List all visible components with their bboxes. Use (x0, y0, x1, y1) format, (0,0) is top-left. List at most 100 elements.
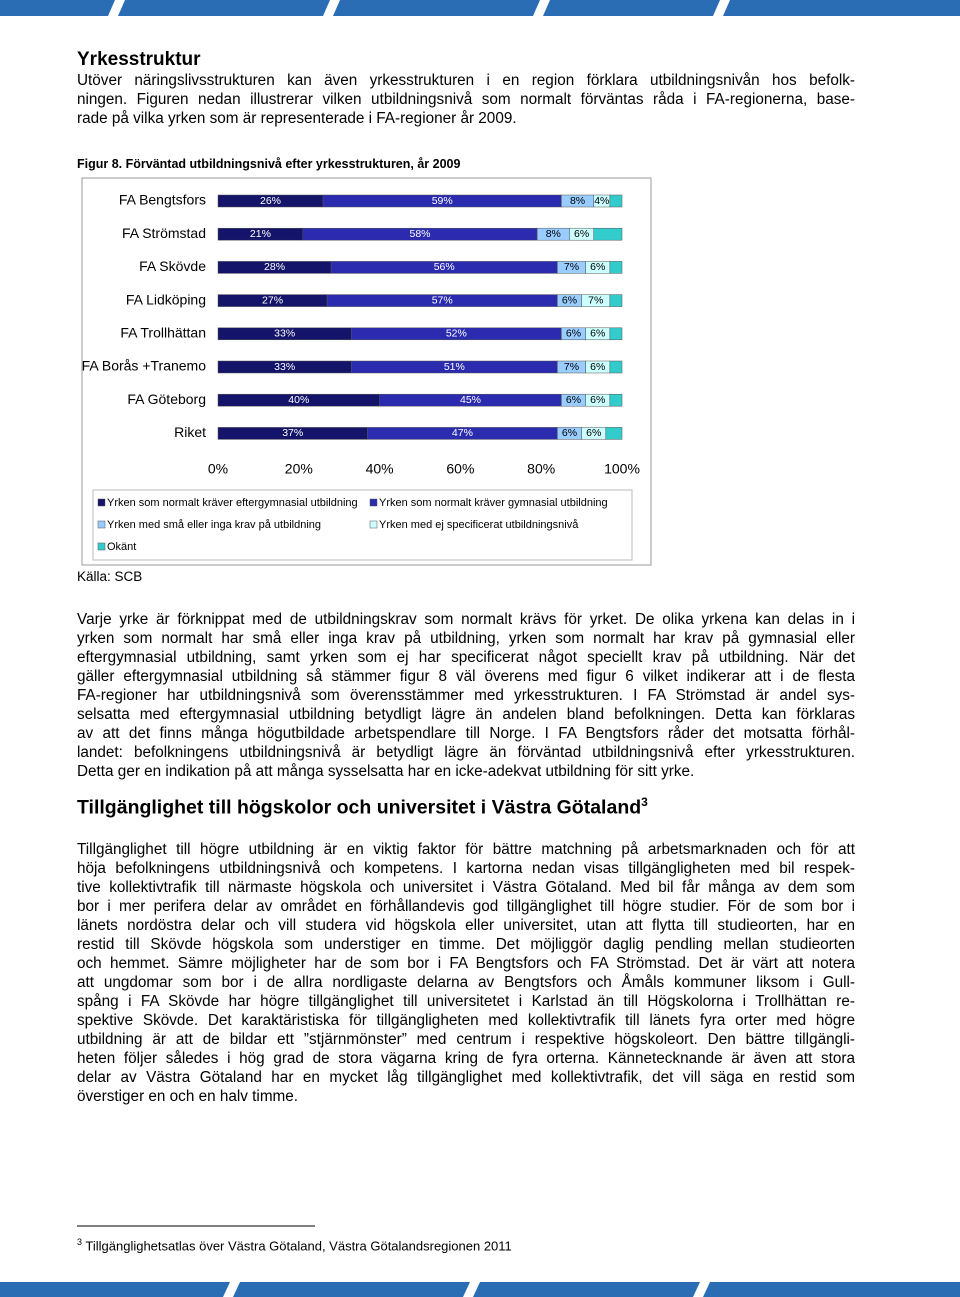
value-label: 6% (586, 427, 601, 439)
x-tick-label: 100% (604, 461, 640, 477)
x-tick-label: 60% (446, 461, 474, 477)
value-label: 56% (434, 261, 455, 273)
value-label: 45% (460, 394, 481, 406)
top-band (0, 0, 960, 16)
legend-swatch (369, 520, 378, 529)
bottom-band (0, 1282, 960, 1297)
value-label: 40% (288, 394, 309, 406)
value-label: 59% (432, 195, 453, 207)
legend-label: Yrken med små eller inga krav på utbildn… (107, 519, 321, 531)
body-line: restid till Skövde högskola som understi… (77, 936, 855, 953)
legend-frame (92, 489, 633, 561)
value-label: 57% (432, 294, 453, 306)
x-tick-label: 80% (527, 461, 555, 477)
x-tick-label: 20% (285, 461, 313, 477)
x-tick-label: 0% (208, 461, 228, 477)
body-line: spång i FA Skövde har högre tillgängligh… (77, 993, 855, 1010)
value-label: 58% (409, 228, 430, 240)
body-line: länets nordöstra delar och vill studera … (77, 917, 855, 934)
value-label: 33% (274, 328, 295, 340)
chart: 0% 20% 40% 60% 80% 100% FA Bengtsfors 26% 59% 8% 4… (82, 192, 640, 553)
footnote-ref: 3 (77, 1237, 83, 1247)
value-label: 4% (594, 195, 609, 207)
value-label: 8% (546, 228, 561, 240)
body-line: av att det finns många högutbildade arbe… (77, 725, 855, 742)
category-label: FA Göteborg (127, 391, 206, 407)
bar-segment (609, 360, 623, 374)
footnote: 3 Tillgänglighetsatlas över Västra Götal… (77, 1237, 512, 1253)
legend-swatch (369, 498, 378, 507)
figure-source: Källa: SCB (77, 569, 143, 584)
intro-line: Utöver näringslivsstrukturen kan även yr… (77, 72, 855, 89)
body-line: höja befolkningens utbildningsnivå och k… (77, 860, 855, 877)
value-label: 8% (570, 195, 585, 207)
body-line: Varje yrke är förknippat med de utbildni… (77, 611, 855, 628)
section-title: Yrkesstruktur (77, 49, 201, 70)
legend-swatch (97, 520, 106, 529)
category-label: FA Lidköping (126, 291, 206, 307)
body-line: överstiger en och en halv timme. (77, 1088, 299, 1105)
legend-label: Yrken med ej specificerat utbildningsniv… (379, 519, 579, 531)
body-line: FA-regioner har utbildningsnivå som över… (77, 687, 855, 704)
legend-label: Yrken som normalt kräver gymnasial utbil… (379, 497, 608, 509)
legend-label: Okänt (107, 541, 136, 553)
category-label: FA Borås +Tranemo (82, 358, 207, 374)
body-line: Tillgänglighet till högre utbildning är … (77, 841, 855, 858)
body-line: tive kollektivtrafik till närmaste högsk… (77, 879, 855, 896)
value-label: 27% (262, 294, 283, 306)
bar-segment (609, 294, 623, 307)
bar-segment (593, 227, 623, 241)
value-label: 6% (590, 328, 605, 340)
body-line: Detta ger en indikation på att många sys… (77, 763, 695, 780)
bar-segment (609, 194, 623, 208)
value-label: 21% (250, 228, 271, 240)
body-line: selsatta med eftergymnasial utbildning b… (77, 706, 855, 723)
value-label: 6% (590, 261, 605, 273)
body-line: gäller eftergymnasial utbildning så stäm… (77, 668, 855, 685)
value-label: 6% (562, 294, 577, 306)
value-label: 26% (260, 195, 281, 207)
value-label: 47% (452, 427, 473, 439)
bar-segment (609, 393, 623, 407)
body-line: eftergymnasial utbildning, samt yrken so… (77, 649, 855, 666)
figure-caption: Figur 8. Förväntad utbildningsnivå efter… (77, 157, 461, 171)
intro-line: ningen. Figuren nedan illustrerar vilken… (77, 91, 855, 108)
category-label: Riket (174, 424, 206, 440)
category-label: FA Trollhättan (120, 325, 206, 341)
value-label: 6% (566, 394, 581, 406)
body-line: bor i mer perifera delar av området en f… (77, 898, 855, 915)
value-label: 7% (588, 294, 603, 306)
bar-segment (605, 427, 623, 440)
legend-swatch (97, 542, 106, 551)
value-label: 52% (446, 328, 467, 340)
value-label: 6% (590, 394, 605, 406)
bar-segment (609, 327, 623, 341)
legend-label: Yrken som normalt kräver eftergymnasial … (107, 497, 358, 509)
body-line: och hemmet. Sämre möjligheter har de som… (77, 955, 855, 972)
category-label: FA Strömstad (122, 225, 206, 241)
heading-text: Tillgänglighet till högskolor och univer… (77, 796, 642, 819)
intro-line: rade på vilka yrken som är representerad… (77, 110, 517, 127)
value-label: 6% (590, 361, 605, 373)
note-ref: 3 (641, 795, 648, 809)
legend-swatch (97, 498, 106, 507)
value-label: 7% (564, 261, 579, 273)
footnote-text: Tillgänglighetsatlas över Västra Götalan… (85, 1238, 512, 1254)
category-label: FA Bengtsfors (119, 192, 206, 208)
body-line: yrken som normalt har små eller inga kra… (77, 630, 855, 647)
value-label: 7% (564, 361, 579, 373)
value-label: 51% (444, 361, 465, 373)
value-label: 6% (562, 427, 577, 439)
value-label: 6% (574, 228, 589, 240)
value-label: 33% (274, 361, 295, 373)
body-line: heten följer således i hög grad de stora… (77, 1050, 855, 1067)
body-line: landet: befolkningens utbildningsnivå är… (77, 744, 855, 761)
value-label: 28% (264, 261, 285, 273)
body-line: delar av Västra Götaland har en mycket l… (77, 1069, 855, 1086)
x-tick-label: 40% (366, 461, 394, 477)
body-line: att ungdomar som bor i de allra nordliga… (77, 974, 855, 991)
heading: Tillgänglighet till högskolor och univer… (77, 795, 648, 820)
body-line: utbildning är att de bildar ett ”stjärnm… (77, 1031, 855, 1048)
